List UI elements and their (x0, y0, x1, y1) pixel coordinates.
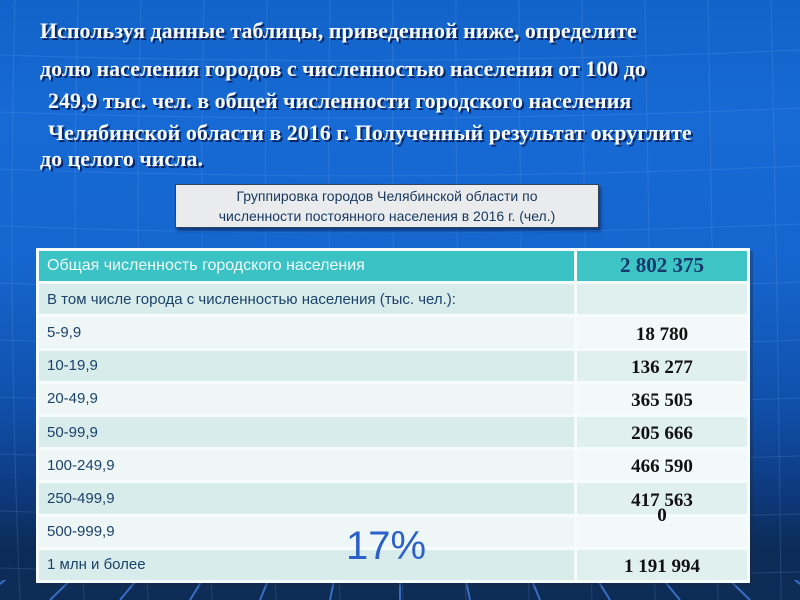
table-subheader-value (577, 284, 747, 315)
row-value: 466 590 (577, 450, 747, 481)
population-table: Общая численность городского населения 2… (36, 248, 750, 583)
result-percentage: 17% (346, 524, 427, 568)
title-line: Челябинской области в 2016 г. Полученный… (48, 120, 692, 145)
row-value: 18 780 (577, 317, 747, 348)
title-line: 249,9 тыс. чел. в общей численности горо… (48, 88, 632, 113)
row-label: 1 млн и более (39, 549, 574, 580)
row-label: 20-49,9 (39, 383, 574, 414)
row-value: 417 563 (577, 483, 747, 514)
row-label: 50-99,9 (39, 417, 574, 448)
slide-title: Используя данные таблицы, приведенной ни… (40, 18, 770, 172)
row-value: 136 277 (577, 350, 747, 381)
table-subheader-label: В том числе города с численностью населе… (39, 284, 574, 315)
row-value: 205 666 (577, 417, 747, 448)
row-value-text: 0 (657, 504, 667, 526)
table-header-label: Общая численность городского населения (39, 251, 574, 282)
row-value: 1 191 994 (577, 549, 747, 580)
table-caption-box: Группировка городов Челябинской области … (175, 184, 599, 228)
title-line: Используя данные таблицы, приведенной ни… (40, 18, 637, 43)
table-header-value: 2 802 375 (577, 251, 747, 282)
row-value: 365 505 (577, 383, 747, 414)
caption-line: Группировка городов Челябинской области … (236, 188, 538, 204)
row-label: 500-999,9 (39, 516, 574, 547)
row-label: 10-19,9 (39, 350, 574, 381)
title-line: до целого числа. (40, 146, 204, 171)
row-label: 250-499,9 (39, 483, 574, 514)
caption-line: численности постоянного населения в 2016… (218, 208, 556, 224)
title-line: долю населения городов с численностью на… (40, 56, 646, 81)
row-label: 100-249,9 (39, 450, 574, 481)
row-value: 0 (577, 505, 747, 547)
row-label: 5-9,9 (39, 317, 574, 348)
